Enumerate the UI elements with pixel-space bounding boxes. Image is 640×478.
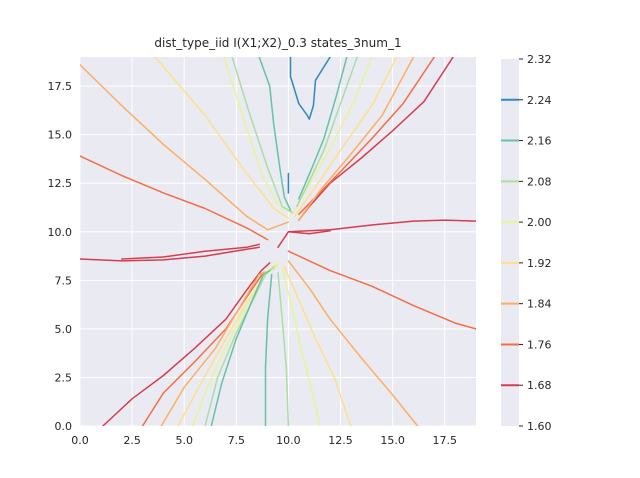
y-tick-label: 17.5 [48, 80, 73, 93]
y-tick-label: 10.0 [48, 226, 73, 239]
plot-area [79, 57, 476, 427]
x-tick-label: 17.5 [432, 434, 457, 447]
contour-line-1.92 [154, 57, 290, 219]
colorbar-tick-label: 1.92 [527, 257, 552, 270]
contour-line-1.92 [283, 265, 352, 426]
contour-line-2.00 [191, 262, 279, 426]
colorbar-tick-label: 1.84 [527, 298, 552, 311]
y-tick-label: 2.5 [55, 371, 73, 384]
x-tick-label: 15.0 [380, 434, 405, 447]
colorbar-tick-label: 1.60 [527, 420, 552, 433]
contour-line-2.08 [296, 57, 358, 208]
contour-line-1.76 [80, 155, 269, 241]
colorbar-tick-label: 2.24 [527, 94, 552, 107]
y-tick-label: 12.5 [48, 177, 73, 190]
x-tick-label: 10.0 [276, 434, 301, 447]
colorbar-tick-label: 1.76 [527, 338, 552, 351]
y-tick-label: 15.0 [48, 129, 73, 142]
chart-title: dist_type_iid I(X1;X2)_0.3 states_3num_1 [154, 36, 401, 50]
y-axis: 0.0 2.5 5.0 7.5 10.0 12.5 15.0 17.5 [48, 80, 73, 433]
contour-line-1.76 [141, 271, 265, 426]
x-axis: 0.0 2.5 5.0 7.5 10.0 12.5 15.0 17.5 [71, 434, 457, 447]
contour-line-2.08 [231, 57, 294, 214]
x-tick-label: 5.0 [175, 434, 193, 447]
contour-line-2.00 [293, 57, 373, 212]
contour-line-2.24 [289, 57, 331, 120]
y-tick-label: 7.5 [55, 274, 73, 287]
colorbar-tick-label: 2.16 [527, 135, 552, 148]
contour-line-1.68 [80, 246, 260, 262]
contour-lines [80, 57, 476, 426]
contour-line-2.16 [298, 57, 348, 200]
contour-line-1.68 [287, 230, 331, 235]
colorbar-background [501, 59, 519, 426]
contour-line-1.92 [293, 57, 398, 218]
x-tick-label: 2.5 [123, 434, 141, 447]
contour-line-1.84 [287, 260, 419, 426]
contour-line-2.00 [223, 57, 294, 216]
colorbar-tick-label: 2.32 [527, 53, 552, 66]
colorbar-tick-label: 2.00 [527, 216, 552, 229]
contour-line-2.16 [210, 269, 271, 426]
contour-line-2.08 [277, 271, 290, 426]
plot-background [80, 57, 476, 426]
colorbar-tick-label: 1.68 [527, 379, 552, 392]
contour-line-1.68 [120, 243, 260, 260]
contour-line-1.84 [160, 267, 275, 426]
y-tick-label: 0.0 [55, 420, 73, 433]
y-tick-label: 5.0 [55, 323, 73, 336]
contour-line-2.16 [258, 57, 292, 212]
contour-line-1.84 [80, 64, 290, 231]
colorbar: 1.60 1.68 1.76 1.84 1.92 2.00 2.08 2.16 2.24 2.32 [501, 53, 552, 433]
x-tick-label: 0.0 [71, 434, 89, 447]
x-tick-label: 7.5 [228, 434, 246, 447]
colorbar-tick-label: 2.08 [527, 175, 552, 188]
contour-line-1.76 [287, 250, 476, 330]
x-tick-label: 12.5 [328, 434, 353, 447]
contour-line-1.84 [298, 57, 415, 221]
contour-line-2.00 [281, 267, 321, 426]
contour-line-2.16 [264, 273, 273, 426]
